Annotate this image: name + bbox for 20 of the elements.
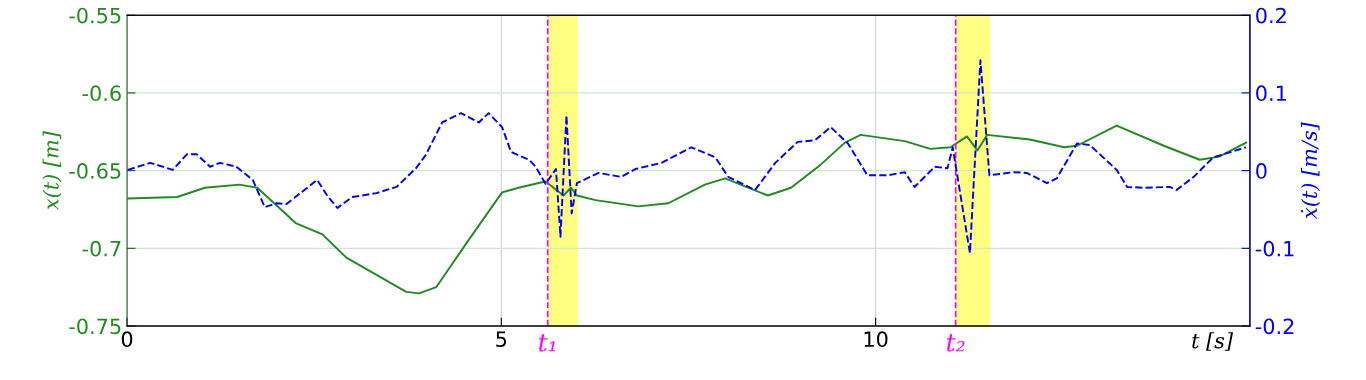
ref-line-label: t₁ bbox=[539, 334, 556, 352]
x-tick-label: 0 bbox=[121, 331, 133, 348]
y2-tick-label: 0 bbox=[1256, 163, 1267, 179]
y-tick-label: -0.6 bbox=[82, 85, 121, 102]
y-tick-label: -0.75 bbox=[69, 318, 121, 335]
y2-tick-label: 0.2 bbox=[1256, 7, 1286, 24]
ref-line-label: t₂ bbox=[947, 334, 965, 352]
x-tick-label: 5 bbox=[496, 331, 507, 348]
y2-tick-label: -0.2 bbox=[1255, 318, 1294, 335]
line-series bbox=[127, 59, 1248, 254]
y2-tick-label: -0.1 bbox=[1255, 240, 1294, 257]
y-axis-title: x(t) [m] bbox=[42, 131, 62, 211]
y-tick-label: -0.7 bbox=[82, 240, 121, 257]
y2-axis-title: ẋ(t) [m/s] bbox=[1300, 122, 1321, 219]
x-tick-label: 10 bbox=[864, 331, 888, 348]
y2-tick-label: 0.1 bbox=[1256, 85, 1286, 102]
y-tick-label: -0.55 bbox=[69, 7, 121, 24]
y-tick-label: -0.65 bbox=[69, 163, 121, 179]
x-axis-title: t [s] bbox=[1192, 332, 1234, 351]
line-series bbox=[127, 124, 1248, 295]
